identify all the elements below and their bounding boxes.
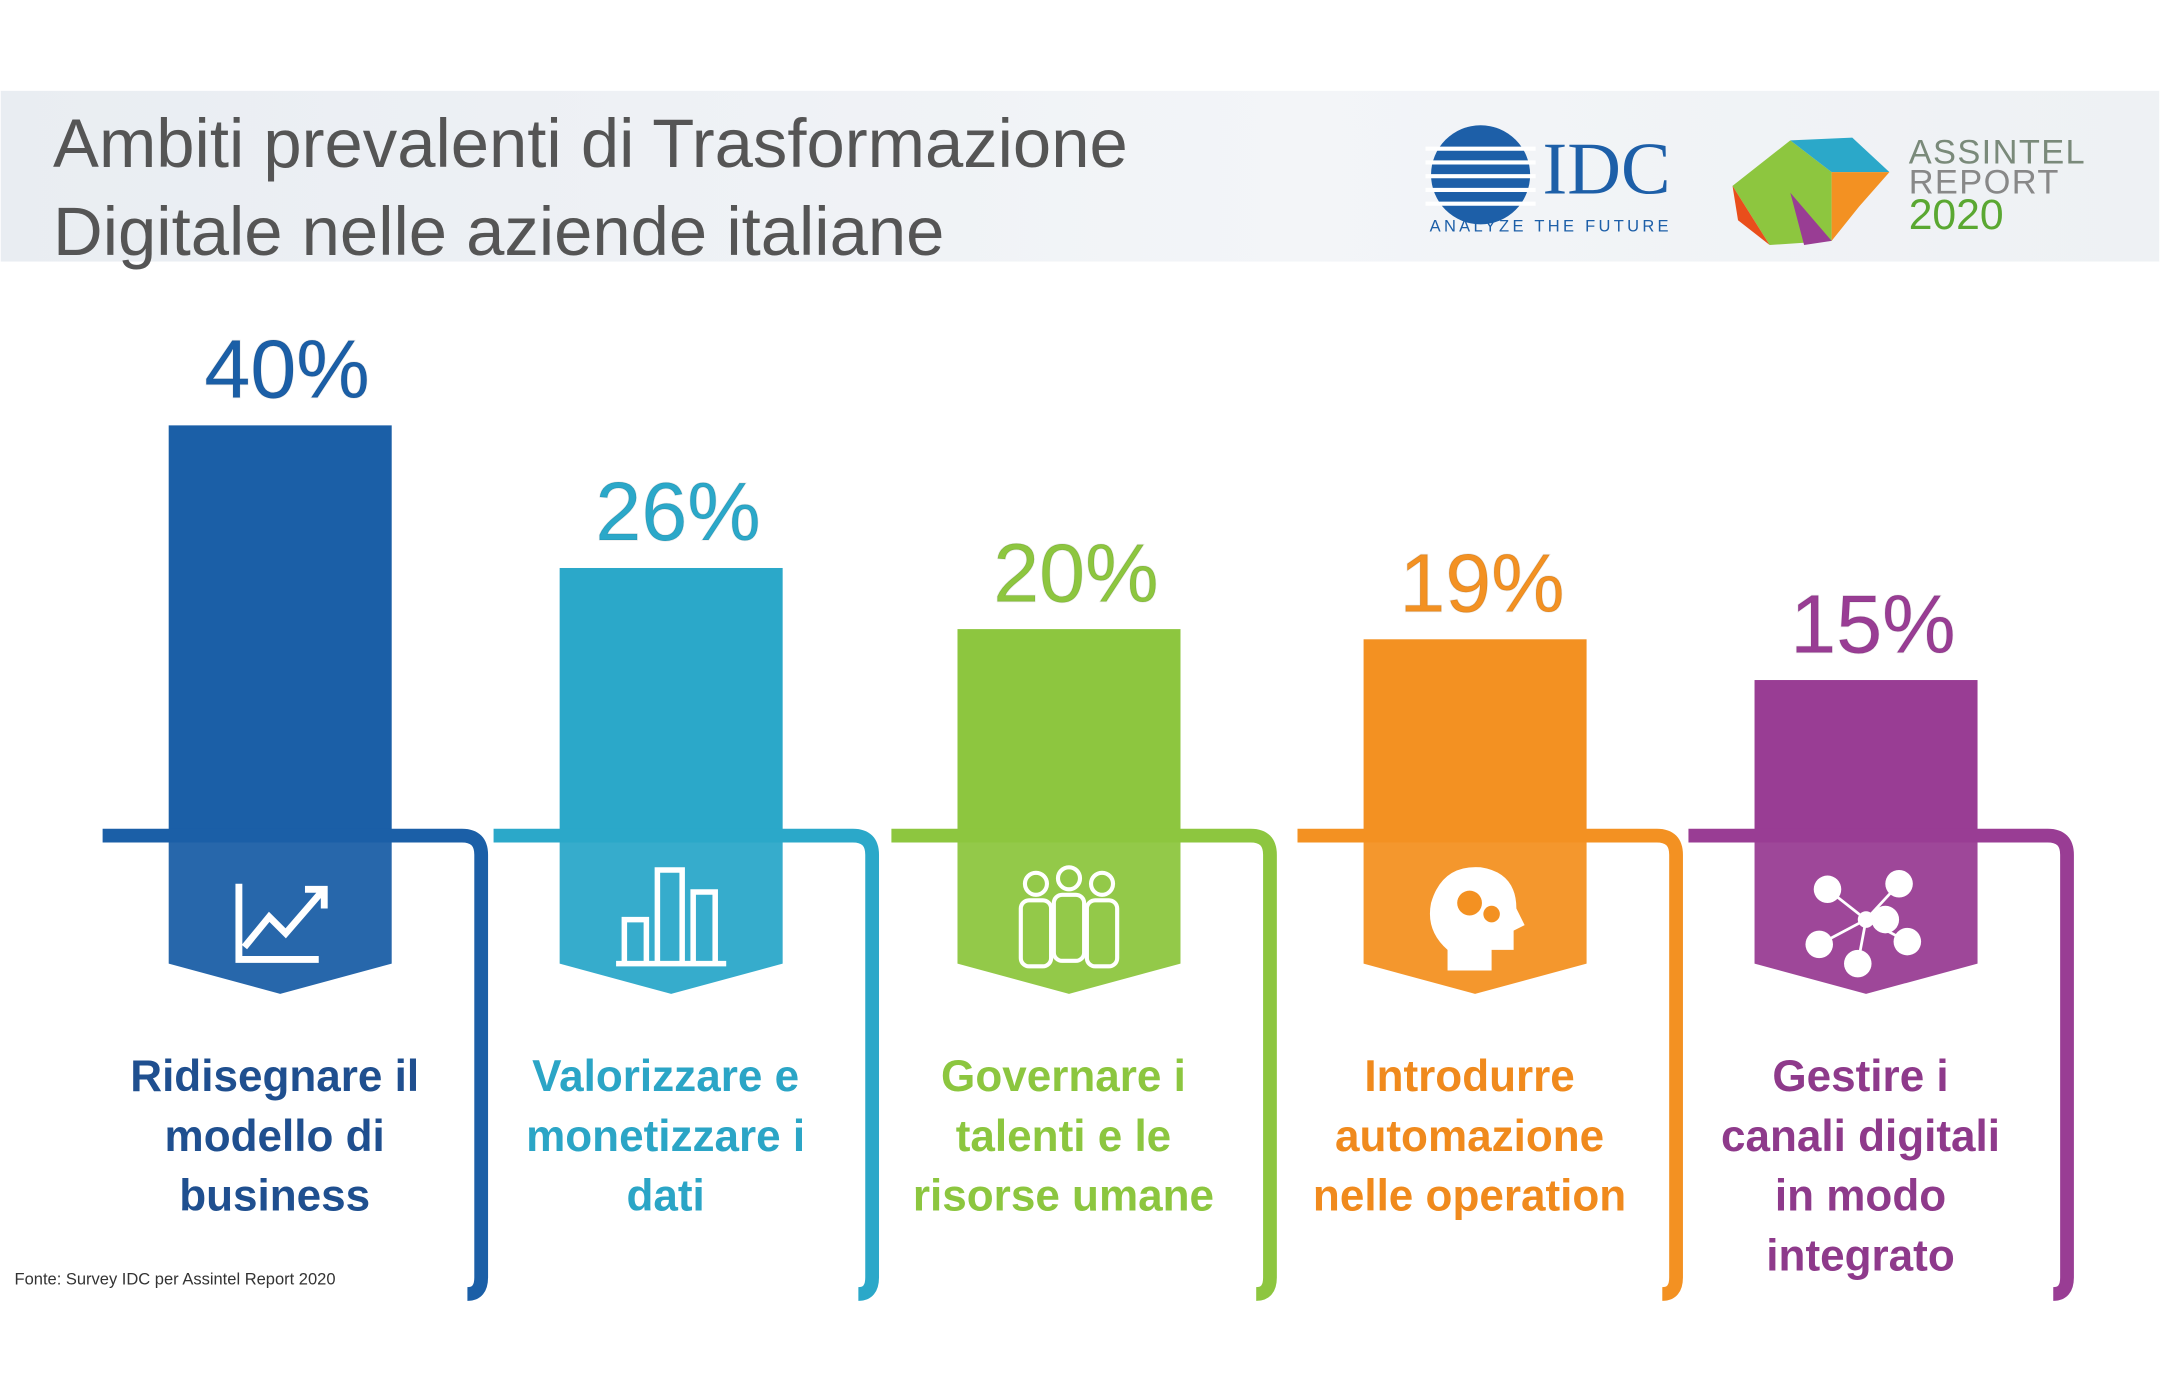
icon-glyph <box>1429 867 1525 971</box>
icon-banner <box>168 842 392 994</box>
category-label: Ridisegnare il <box>130 1052 419 1101</box>
value-label: 40% <box>204 323 369 416</box>
bracket <box>102 828 489 1301</box>
logo-shape <box>1831 172 1890 241</box>
category-label: integrato <box>1766 1232 1954 1281</box>
category-label: automazione <box>1335 1112 1604 1161</box>
category-label: in modo <box>1775 1172 1946 1221</box>
category-label: Introdurre <box>1364 1052 1574 1101</box>
category-label: Valorizzare e <box>532 1052 799 1101</box>
category-label: Governare i <box>941 1052 1186 1101</box>
icon-glyph <box>1871 905 1900 934</box>
bar <box>957 629 1181 833</box>
icon-glyph <box>1893 927 1922 956</box>
category-label: modello di <box>165 1112 385 1161</box>
icon-glyph <box>1051 892 1087 963</box>
assintel-name: ASSINTEL <box>1909 133 2086 171</box>
value-label: 15% <box>1790 577 1955 670</box>
bracket <box>1297 828 1683 1301</box>
icon-banner <box>559 842 783 994</box>
icon-glyph <box>235 883 328 963</box>
value-label: 20% <box>993 526 1158 619</box>
category-label: canali digitali <box>1721 1112 2000 1161</box>
bar-group: 20% Governare i talenti e le risorse umane <box>891 526 1277 1301</box>
icon-glyph <box>1805 930 1833 959</box>
idc-name: IDC <box>1543 128 1671 210</box>
icon-glyph <box>1084 898 1120 969</box>
category-label: risorse umane <box>913 1172 1214 1221</box>
icon-glyph <box>616 867 727 967</box>
bar-group: 15% Gestire i canali digitali in modo integr… <box>1688 577 2074 1301</box>
idc-tagline: ANALYZE THE FUTURE <box>1430 217 1672 235</box>
icon-glyph <box>1483 905 1500 923</box>
category-label: nelle operation <box>1313 1172 1626 1221</box>
bar <box>1754 680 1978 833</box>
category-label: business <box>179 1172 370 1221</box>
bracket <box>1688 828 2074 1301</box>
bar-group: 40% Ridisegnare il modello di business <box>102 322 489 1301</box>
category-label: talenti e le <box>956 1112 1171 1161</box>
logo-shape <box>1790 137 1890 173</box>
bar-group: 19% Introdurre automazione nelle operation <box>1297 536 1683 1301</box>
category-label: dati <box>626 1172 704 1221</box>
assintel-logo: ASSINTEL REPORT 2020 <box>1732 133 2086 246</box>
idc-stripes <box>1425 146 1536 206</box>
icon-glyph <box>1857 911 1875 928</box>
category-label: Gestire i <box>1772 1052 1948 1101</box>
icon-glyph <box>1018 898 1054 969</box>
assintel-year: 2020 <box>1909 191 2004 239</box>
title-line: Digitale nelle aziende italiane <box>53 193 944 270</box>
bracket <box>493 828 880 1301</box>
bracket <box>891 828 1277 1301</box>
icon-glyph <box>1457 890 1482 916</box>
icon-glyph <box>1813 875 1842 904</box>
source-note: Fonte: Survey IDC per Assintel Report 20… <box>15 1271 336 1289</box>
logo-shape <box>1790 192 1832 246</box>
bar <box>168 425 392 833</box>
value-label: 19% <box>1399 537 1564 630</box>
logo-shape <box>1732 185 1770 246</box>
bar <box>559 567 783 833</box>
bar-group: 26% Valorizzare e monetizzare i dati <box>493 465 880 1301</box>
icon-glyph <box>1088 870 1116 897</box>
title-line: Ambiti prevalenti di Trasformazione <box>53 105 1128 182</box>
icon-banner <box>957 842 1181 994</box>
icon-glyph <box>1055 865 1083 892</box>
idc-logo: IDC ANALYZE THE FUTURE <box>1425 125 1672 235</box>
icon-glyph <box>1844 949 1872 978</box>
icon-glyph <box>1022 870 1050 897</box>
value-label: 26% <box>595 465 760 558</box>
category-label: monetizzare i <box>526 1112 805 1161</box>
bar <box>1363 639 1587 833</box>
assintel-report: REPORT <box>1909 164 2060 202</box>
icon-glyph <box>1885 870 1913 898</box>
